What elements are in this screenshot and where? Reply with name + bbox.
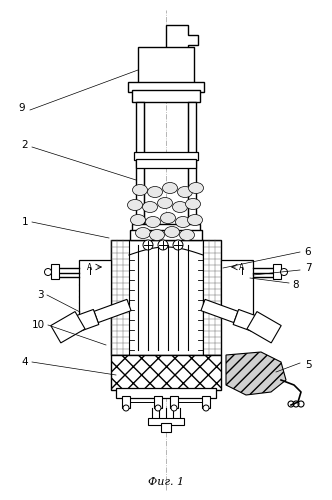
Polygon shape (201, 300, 238, 322)
Ellipse shape (135, 228, 150, 238)
Circle shape (281, 268, 288, 276)
Bar (111, 240, 221, 355)
Ellipse shape (176, 216, 191, 228)
Bar (116, 388, 216, 398)
Text: 6: 6 (305, 247, 311, 257)
Text: 8: 8 (293, 280, 299, 290)
Polygon shape (94, 300, 131, 322)
Ellipse shape (188, 214, 203, 226)
Ellipse shape (132, 184, 147, 196)
Bar (148, 418, 184, 425)
Bar (188, 102, 196, 230)
Polygon shape (226, 352, 286, 395)
Circle shape (173, 240, 183, 250)
Bar (136, 102, 144, 230)
Bar (134, 152, 198, 160)
Ellipse shape (186, 198, 201, 209)
Ellipse shape (130, 214, 145, 226)
Circle shape (155, 405, 161, 411)
Ellipse shape (164, 226, 180, 237)
Ellipse shape (173, 202, 188, 212)
Ellipse shape (127, 200, 142, 210)
Ellipse shape (189, 182, 204, 194)
Polygon shape (166, 25, 198, 50)
Bar (136, 159, 196, 168)
Bar (170, 396, 178, 408)
Bar (111, 355, 221, 390)
Bar (221, 260, 253, 315)
Ellipse shape (180, 230, 195, 240)
Polygon shape (75, 310, 99, 332)
Circle shape (123, 405, 129, 411)
Text: 10: 10 (32, 320, 44, 330)
Text: 5: 5 (305, 360, 311, 370)
Text: 2: 2 (22, 140, 28, 150)
Ellipse shape (142, 202, 157, 212)
Text: 1: 1 (22, 217, 28, 227)
Circle shape (158, 240, 168, 250)
Bar (273, 264, 281, 279)
Bar (79, 260, 111, 315)
Circle shape (171, 405, 177, 411)
Polygon shape (51, 312, 85, 343)
Text: Фиг. 1: Фиг. 1 (148, 477, 184, 487)
Ellipse shape (147, 186, 162, 198)
Circle shape (143, 240, 153, 250)
Ellipse shape (157, 198, 173, 208)
Text: А: А (87, 262, 93, 272)
Text: 9: 9 (19, 103, 25, 113)
Text: 4: 4 (22, 357, 28, 367)
Ellipse shape (145, 216, 160, 228)
Circle shape (203, 405, 209, 411)
Bar (122, 396, 130, 408)
Text: А: А (239, 262, 245, 272)
Bar (132, 224, 200, 232)
Bar (154, 396, 162, 408)
Polygon shape (233, 310, 257, 332)
Bar (130, 230, 202, 240)
Ellipse shape (178, 186, 193, 198)
Bar (51, 264, 59, 279)
Polygon shape (247, 312, 281, 343)
Bar (132, 90, 200, 102)
Bar (138, 47, 194, 85)
Bar (202, 396, 210, 408)
Ellipse shape (162, 182, 178, 194)
Ellipse shape (149, 230, 164, 240)
Bar (128, 82, 204, 92)
Ellipse shape (160, 212, 176, 224)
Bar (161, 423, 171, 432)
Text: 7: 7 (305, 263, 311, 273)
Circle shape (44, 268, 51, 276)
Text: 3: 3 (37, 290, 43, 300)
